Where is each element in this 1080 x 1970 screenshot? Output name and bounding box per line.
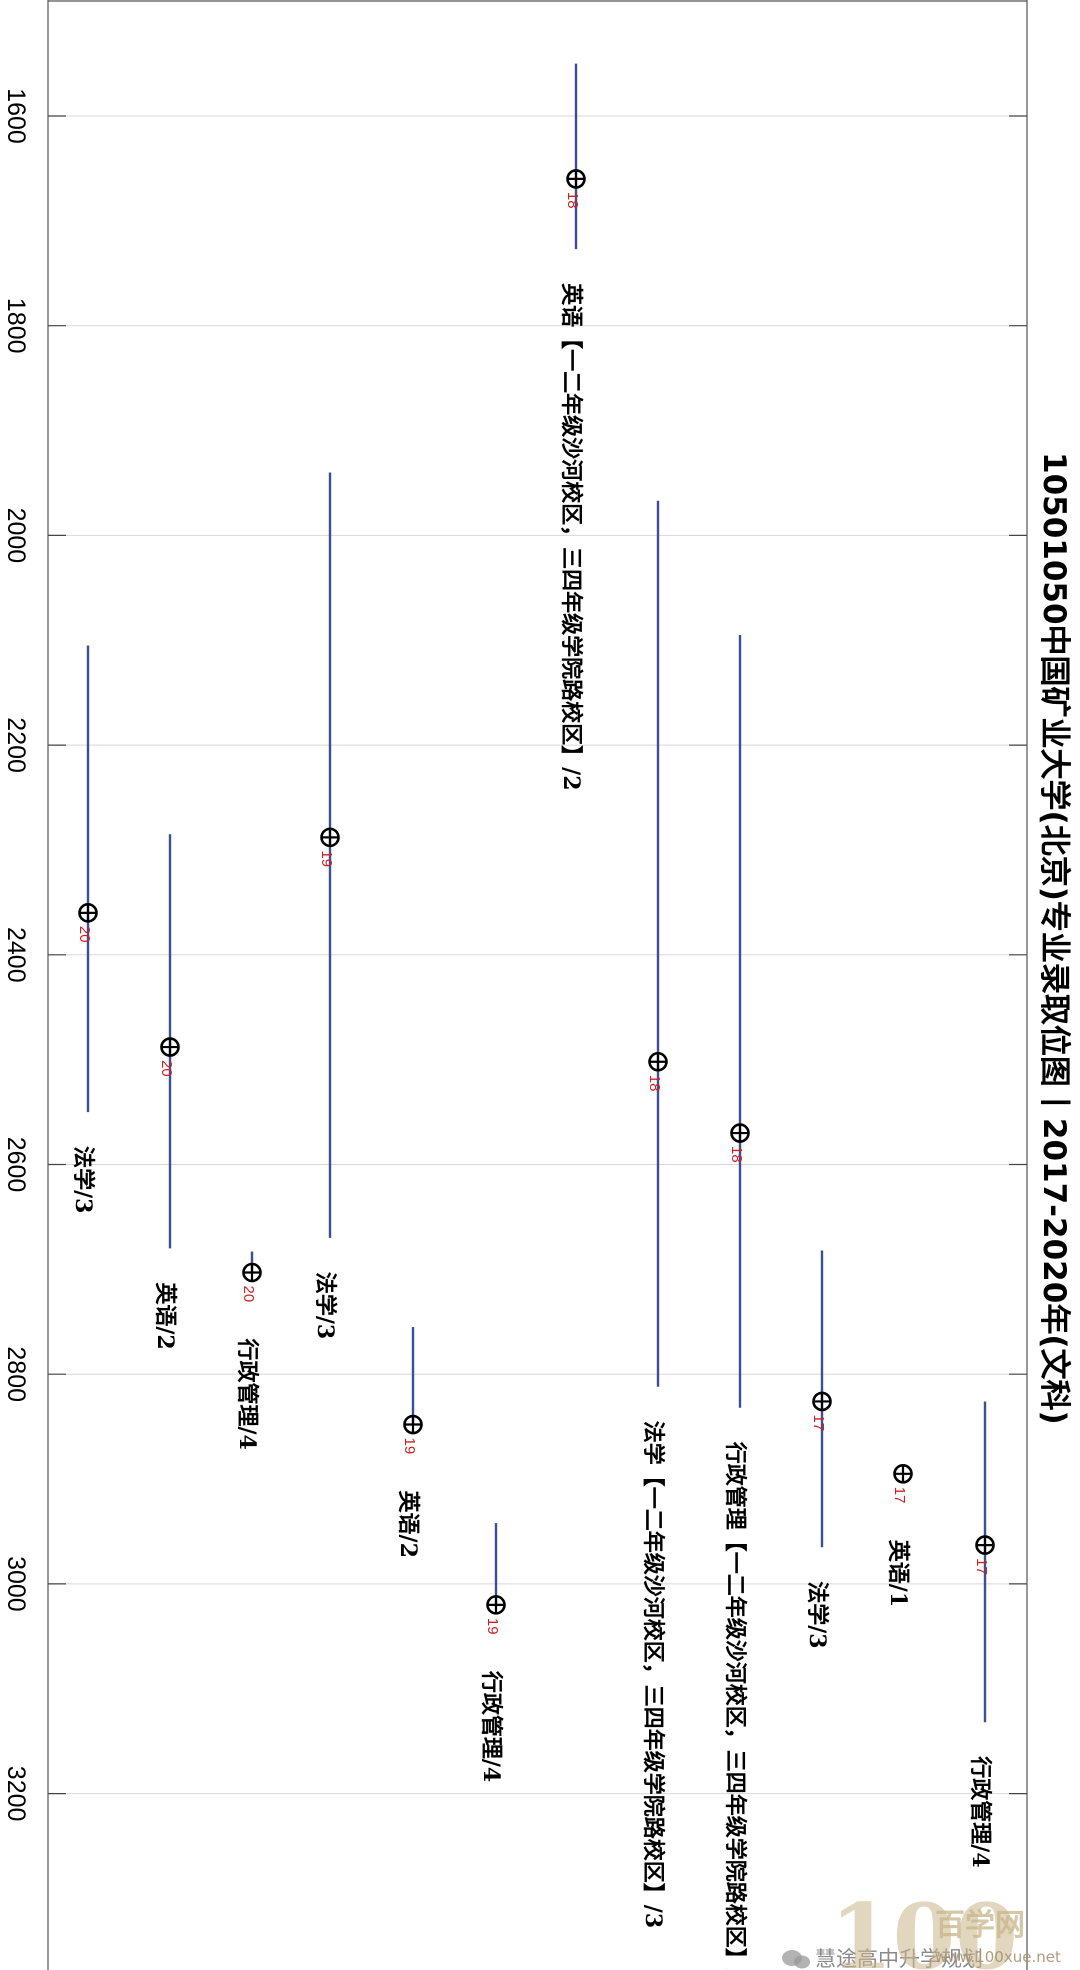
wechat-account-name: 慧途高中升学规划 [815,1947,983,1970]
y-tick-label: 3000 [2,1556,30,1612]
series-label: 英语【一二年级沙河校区，三四年级学院路校区】/2 [558,283,584,790]
year-label: 20 [158,1060,175,1077]
year-label: 17 [891,1487,908,1504]
series-item: 18 法学【一二年级沙河校区，三四年级学院路校区】/3 [640,500,668,1928]
year-label: 18 [646,1075,663,1092]
chart-title: 10501050中国矿业大学(北京)专业录取位图丨2017-2020年(文科) [1036,452,1072,1425]
series-item: 18 行政管理【一二年级沙河校区，三四年级学院路校区】/4 [722,635,750,1970]
series-label: 法学/3 [70,1146,96,1213]
series-item: 19 法学/3 [312,472,340,1339]
y-tick-label: 2800 [2,1346,30,1402]
y-tick-label: 1600 [2,88,30,144]
year-label: 17 [810,1414,827,1431]
series-label: 法学【一二年级沙河校区，三四年级学院路校区】/3 [640,1421,666,1928]
y-tick-label: 2000 [2,508,30,564]
series-label: 英语/2 [152,1282,178,1349]
y-tick-label: 2200 [2,717,30,773]
year-label: 19 [484,1618,501,1635]
wechat-icon [782,1950,810,1969]
year-label: 20 [76,926,93,943]
plot-frame [47,0,1028,1970]
y-axis-ticks: 1600 1800 2000 2200 2400 2600 2800 3000 3200 [2,88,1027,1821]
year-label: 18 [728,1146,745,1163]
series-label: 行政管理/4 [967,1755,993,1867]
series-item: 20 法学/3 [70,645,98,1213]
gridlines [48,115,1027,1795]
series-label: 英语/1 [885,1540,911,1607]
y-tick-label: 2400 [2,927,30,983]
logo-url: www.100xue.net [935,1948,1061,1966]
y-tick-label: 2600 [2,1137,30,1193]
y-tick-label: 3200 [2,1766,30,1822]
series-item: 20 英语/2 [152,834,180,1350]
series-item: 20 行政管理/4 [234,1251,262,1450]
series-item: 17 行政管理/4 [967,1401,995,1868]
series-item: 17 法学/3 [804,1250,832,1649]
year-label: 18 [564,192,581,209]
series-item: 17 英语/1 [885,1464,913,1607]
logo-number: 100 [830,1884,1018,1970]
year-label: 19 [401,1438,418,1455]
series-item: 19 英语/2 [395,1327,423,1558]
series-label: 英语/2 [395,1491,421,1558]
y-tick-label: 1800 [2,298,30,354]
series-label: 行政管理【一二年级沙河校区，三四年级学院路校区】/4 [722,1441,748,1970]
series-label: 行政管理/4 [478,1670,504,1782]
series-label: 法学/3 [804,1581,830,1648]
logo-text: 百学网 [935,1908,1025,1943]
series-label: 法学/3 [312,1272,338,1339]
watermark: 慧途高中升学规划 100 百学网 www.100xue.net [782,1884,1061,1970]
series-item: 18 英语【一二年级沙河校区，三四年级学院路校区】/2 [558,63,586,791]
year-label: 20 [240,1285,257,1302]
year-label: 17 [973,1558,990,1575]
series-item: 19 行政管理/4 [478,1523,506,1782]
year-label: 19 [318,850,335,867]
series-label: 行政管理/4 [234,1337,260,1449]
